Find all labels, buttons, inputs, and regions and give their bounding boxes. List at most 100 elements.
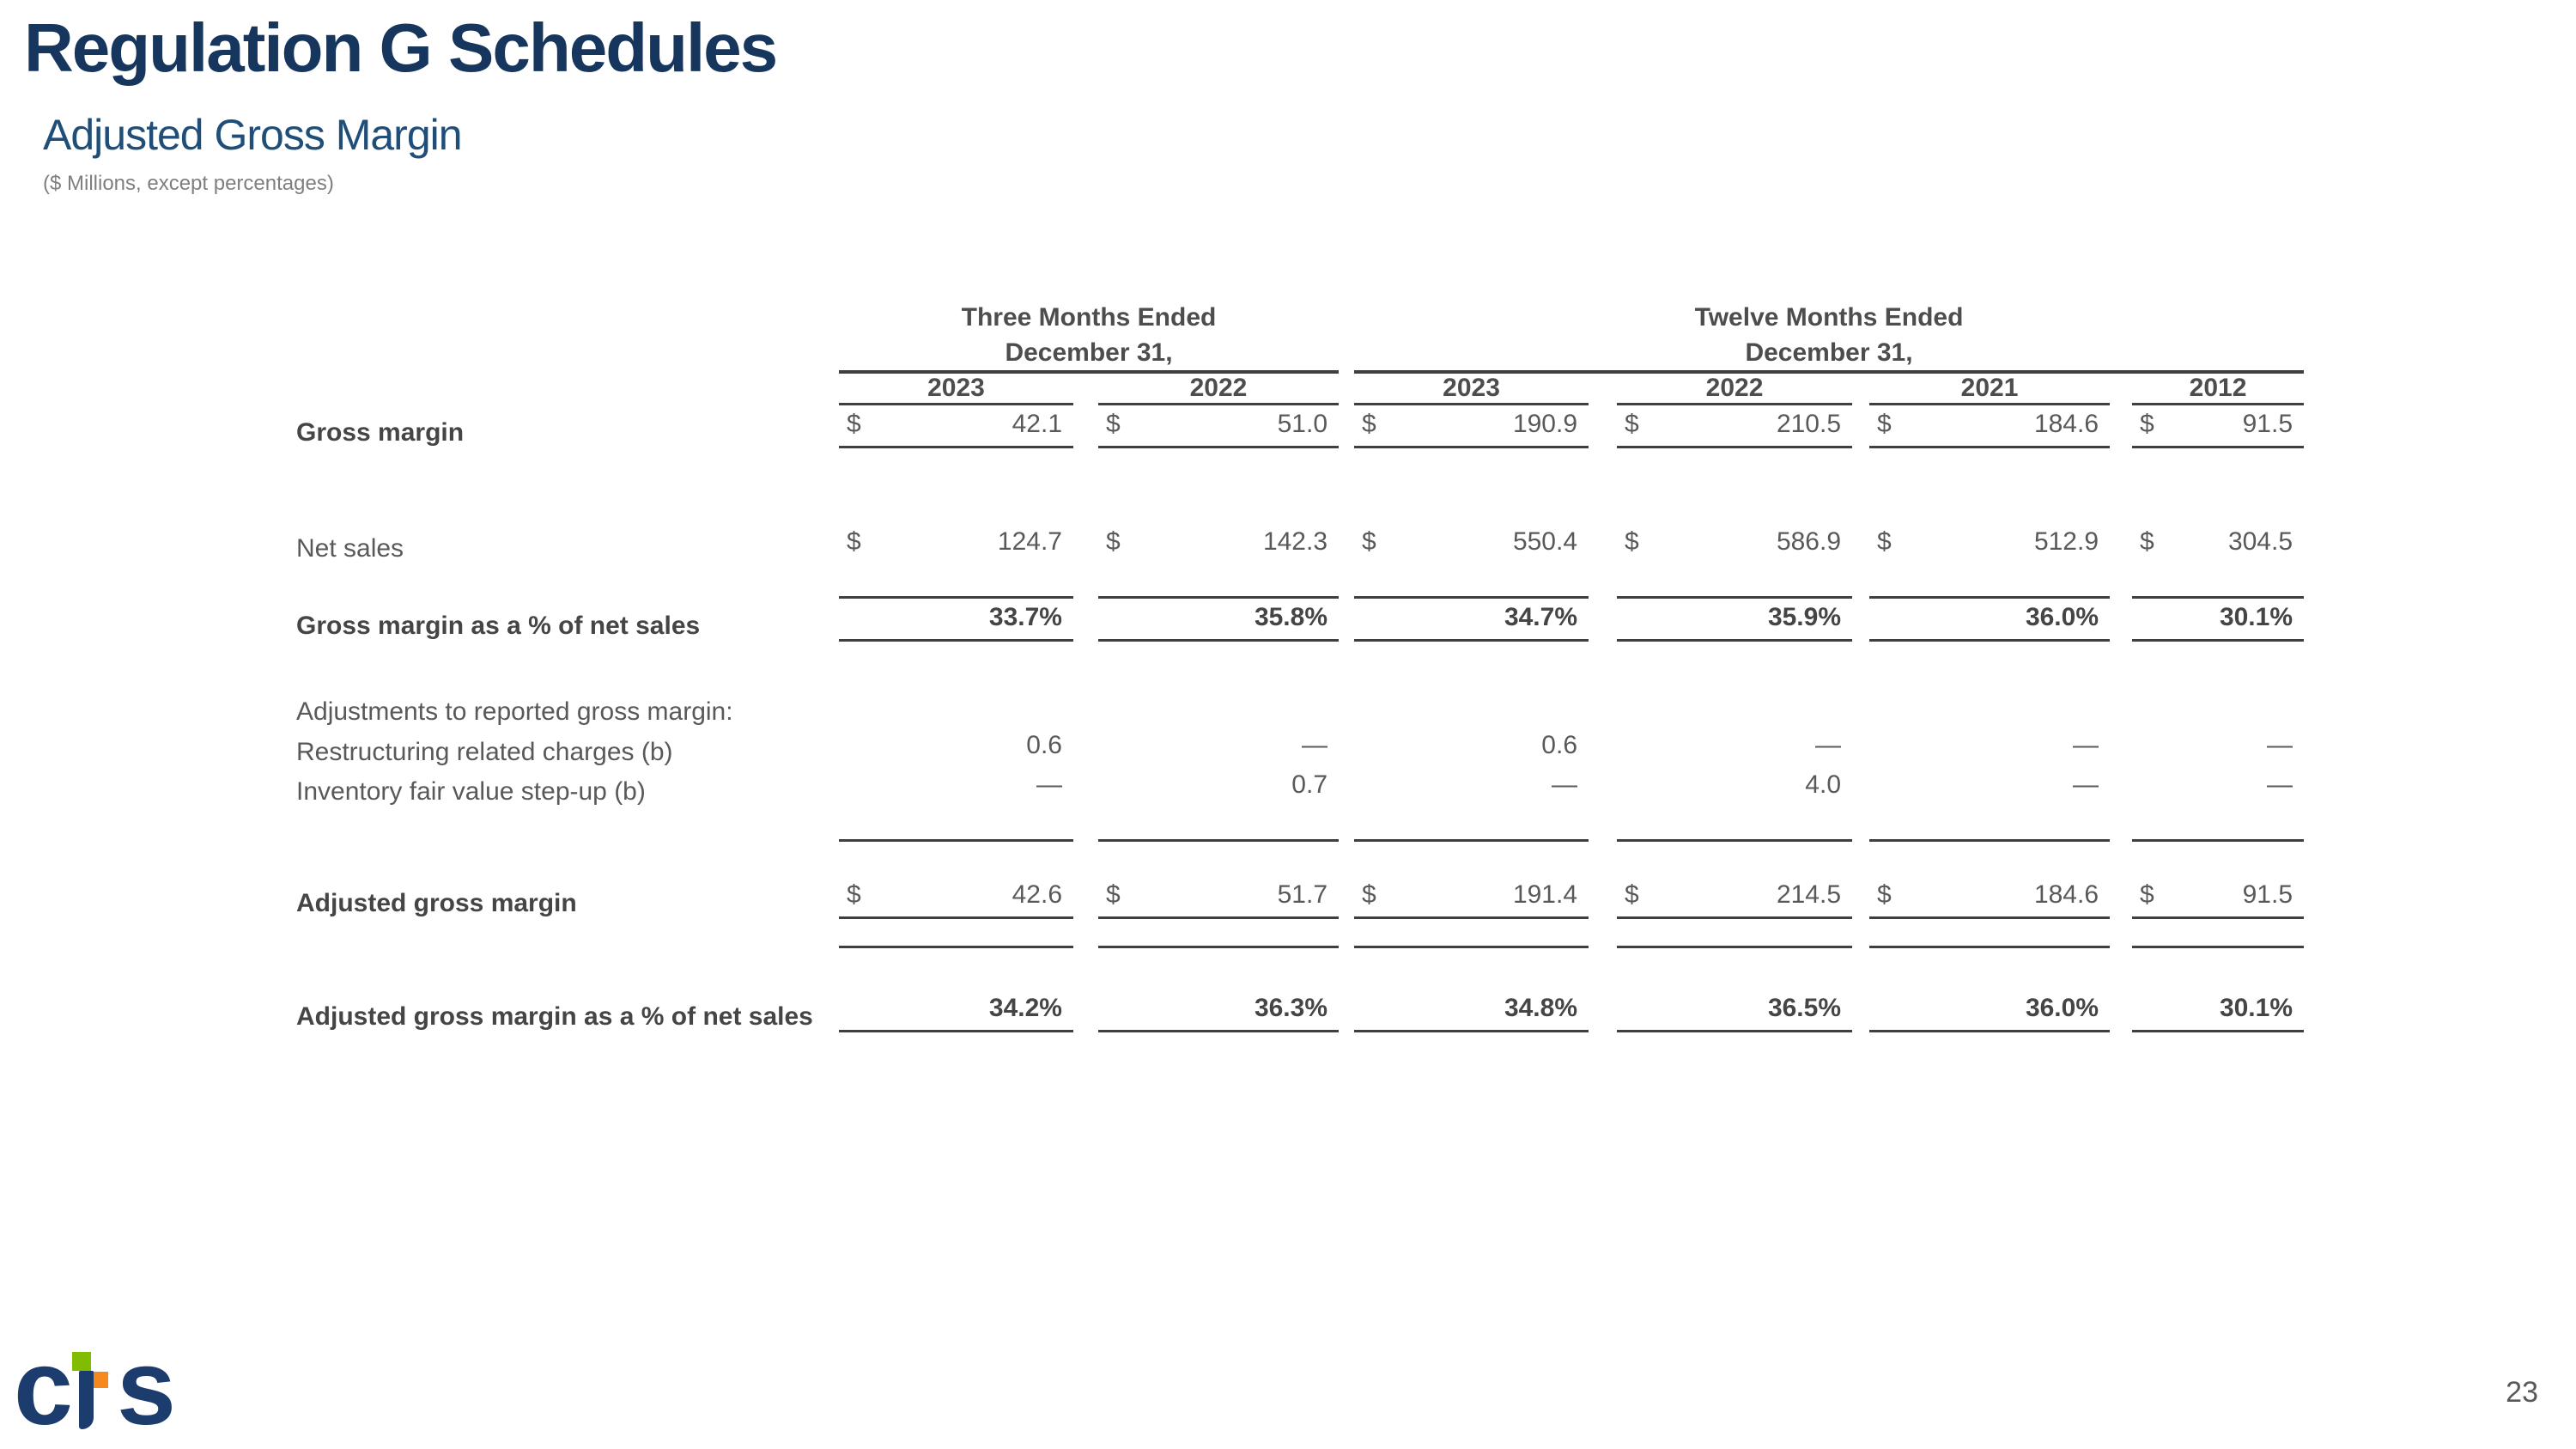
gap-cell [2110, 918, 2132, 947]
value-cell: 0.6 [839, 727, 1073, 767]
cell-value: 190.9 [1512, 410, 1578, 438]
cell-value: 512.9 [2033, 527, 2099, 556]
value-cell: 30.1% [2132, 597, 2305, 642]
table-row: Adjusted gross margin as a % of net sale… [296, 975, 2305, 1032]
spacer-cell [1869, 447, 2110, 525]
spacer-cell [1869, 947, 2110, 976]
cell-value: 91.5 [2242, 410, 2293, 438]
gap-cell [1852, 841, 1869, 873]
table-spacer-row [296, 917, 2305, 948]
gap-cell [1852, 405, 1869, 447]
currency-symbol: $ [1625, 880, 1639, 909]
row-label: Inventory fair value step-up (b) [296, 776, 646, 806]
cell-content: — [1617, 731, 1852, 767]
gap-cell [1852, 947, 1869, 976]
spacer-cell [1354, 806, 1589, 842]
currency-symbol: $ [1625, 527, 1639, 556]
value-cell: $184.6 [1869, 872, 2111, 919]
cell-content: 35.8% [1098, 603, 1339, 639]
gap-cell [1589, 947, 1617, 976]
cell-value: — [2073, 730, 2099, 759]
value-cell: $42.6 [839, 872, 1073, 919]
gap-cell [1073, 767, 1098, 807]
value-cell: 36.5% [1617, 975, 1853, 1032]
value-cell: $210.5 [1617, 404, 1853, 448]
spacer-cell [1617, 447, 1852, 525]
row-label: Gross margin [296, 417, 465, 447]
table-row: Adjustments to reported gross margin: [296, 688, 2304, 727]
value-cell: 4.0 [1617, 767, 1852, 807]
gap-cell [2110, 563, 2132, 598]
cell-content: 30.1% [2132, 994, 2304, 1030]
cell-value: 30.1% [2219, 994, 2293, 1022]
value-cell: — [839, 767, 1073, 807]
currency-symbol: $ [1106, 410, 1121, 438]
cell-content: $42.6 [839, 880, 1073, 916]
row-label: Adjusted gross margin [296, 888, 577, 917]
cell-content: 0.6 [839, 731, 1073, 767]
spacer-cell [1617, 563, 1853, 599]
gap-cell [1852, 918, 1869, 947]
spacer-cell [1098, 806, 1340, 842]
year-header: 2012 [2132, 372, 2305, 405]
gap-cell [2110, 873, 2132, 918]
gap-cell [1073, 873, 1098, 918]
gap-cell [1339, 301, 1354, 372]
year-header: 2022 [1617, 372, 1853, 405]
gap-cell [1073, 688, 1098, 727]
gap-cell [1073, 372, 1098, 405]
spacer-cell [1617, 917, 1853, 948]
gap-cell [1339, 598, 1354, 641]
row-label: Gross margin as a % of net sales [296, 611, 701, 640]
cell-value: 184.6 [2033, 410, 2099, 438]
gap-cell [1339, 563, 1354, 598]
gap-cell [2110, 976, 2132, 1032]
spacer-cell [1354, 841, 1589, 873]
cell-value: 142.3 [1262, 527, 1328, 556]
cell-value: 0.6 [1541, 730, 1578, 759]
gap-cell [1339, 873, 1354, 918]
spacer-cell [839, 806, 1073, 842]
currency-symbol: $ [1625, 410, 1639, 438]
value-cell: — [1869, 767, 2110, 807]
cell-content: 36.0% [1869, 994, 2110, 1030]
adjusted-gross-margin-table: Three Months Ended December 31, Twelve Mon… [296, 301, 2305, 1032]
cell-content: $184.6 [1869, 410, 2110, 446]
spacer-cell [1098, 641, 1339, 688]
spacer-cell [839, 947, 1073, 976]
currency-symbol: $ [847, 880, 861, 909]
cell-content: $51.0 [1098, 410, 1339, 446]
row-label-cell [296, 641, 839, 688]
cell-content: $142.3 [1098, 527, 1339, 563]
value-cell: 35.9% [1617, 597, 1853, 642]
gap-cell [1339, 641, 1354, 688]
cell-value: 91.5 [2242, 880, 2293, 909]
cell-value: 550.4 [1512, 527, 1578, 556]
spacer-cell [1869, 917, 2111, 948]
spacer-cell [839, 447, 1073, 525]
value-cell: $91.5 [2132, 404, 2305, 448]
cell-content: 34.7% [1354, 603, 1589, 639]
spacer-cell [1617, 806, 1853, 842]
spacer-cell [1098, 447, 1339, 525]
gap-cell [1589, 767, 1617, 807]
row-label: Restructuring related charges (b) [296, 737, 673, 766]
value-cell [1098, 688, 1339, 727]
year-header: 2023 [1354, 372, 1589, 405]
currency-symbol: $ [1362, 880, 1376, 909]
value-cell: $184.6 [1869, 404, 2111, 448]
cell-value: 35.9% [1767, 603, 1842, 631]
cell-content: $184.6 [1869, 880, 2110, 916]
gap-cell [1339, 841, 1354, 873]
currency-symbol: $ [1362, 527, 1376, 556]
gap-cell [1589, 372, 1617, 405]
year-header: 2021 [1869, 372, 2111, 405]
gap-cell [1852, 598, 1869, 641]
table-spacer-row [296, 947, 2304, 976]
logo-orange-square [92, 1372, 108, 1388]
value-cell: $214.5 [1617, 872, 1853, 919]
gap-cell [1852, 976, 1869, 1032]
spacer-cell [1617, 947, 1852, 976]
gap-cell [1073, 841, 1098, 873]
currency-symbol: $ [2140, 880, 2154, 909]
